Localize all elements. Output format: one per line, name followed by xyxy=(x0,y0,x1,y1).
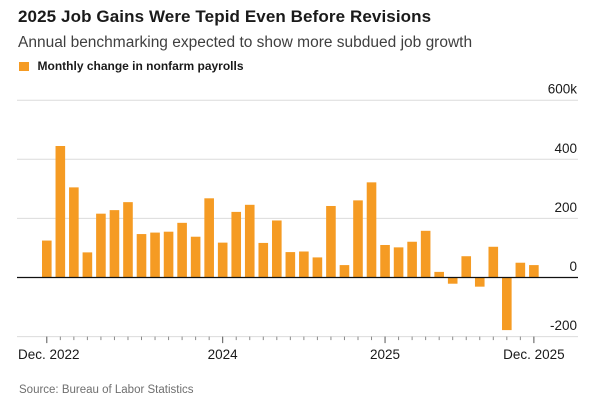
y-axis-label: 600k xyxy=(548,84,578,97)
y-axis-label: -200 xyxy=(550,318,577,333)
bar xyxy=(136,234,147,278)
bar xyxy=(407,241,417,278)
bar xyxy=(55,146,66,278)
x-axis-label: 2025 xyxy=(370,347,400,362)
bar xyxy=(353,200,363,278)
y-axis-label: 0 xyxy=(569,259,577,274)
bar xyxy=(366,182,377,278)
bar xyxy=(380,244,390,278)
bar xyxy=(420,230,431,278)
source-note: Source: Bureau of Labor Statistics xyxy=(19,384,194,396)
bar xyxy=(231,211,242,278)
legend-label: Monthly change in nonfarm payrolls xyxy=(37,59,244,73)
bar xyxy=(339,265,350,278)
bar xyxy=(244,204,255,278)
bar xyxy=(109,210,120,278)
x-axis-label: Dec. 2022 xyxy=(18,347,80,362)
bar xyxy=(272,220,282,278)
bar xyxy=(312,257,323,278)
bar xyxy=(488,246,499,278)
bar xyxy=(163,231,174,278)
bar xyxy=(529,265,539,278)
legend-swatch-icon xyxy=(19,61,29,71)
bar xyxy=(515,262,526,278)
bar xyxy=(502,277,512,331)
bar xyxy=(461,256,472,278)
bar xyxy=(123,202,133,278)
bar xyxy=(217,242,228,278)
bar xyxy=(393,247,404,278)
bar xyxy=(285,252,296,278)
bar xyxy=(150,232,160,278)
y-axis-label: 400 xyxy=(554,141,577,156)
chart-title: 2025 Job Gains Were Tepid Even Before Re… xyxy=(18,7,432,26)
y-axis-label: 200 xyxy=(554,200,577,215)
bar xyxy=(474,277,485,287)
bar xyxy=(447,277,458,284)
bar xyxy=(299,251,309,278)
bar xyxy=(190,236,201,278)
bar xyxy=(326,205,336,278)
bar xyxy=(434,271,444,278)
bar xyxy=(96,213,106,278)
bar xyxy=(177,222,187,278)
bar xyxy=(82,252,93,278)
bar xyxy=(42,240,52,278)
legend: Monthly change in nonfarm payrolls xyxy=(19,58,244,75)
bar xyxy=(69,187,79,278)
bar xyxy=(258,242,269,278)
bar xyxy=(204,198,214,278)
payrolls-bar-chart: 600k 400 200 0 -200 Dec. 2022 2024 2025 Dec. 202… xyxy=(17,84,578,362)
x-axis-label: Dec. 2025 xyxy=(503,347,565,362)
chart-subtitle: Annual benchmarking expected to show mor… xyxy=(18,34,473,51)
x-axis-label: 2024 xyxy=(208,347,239,362)
